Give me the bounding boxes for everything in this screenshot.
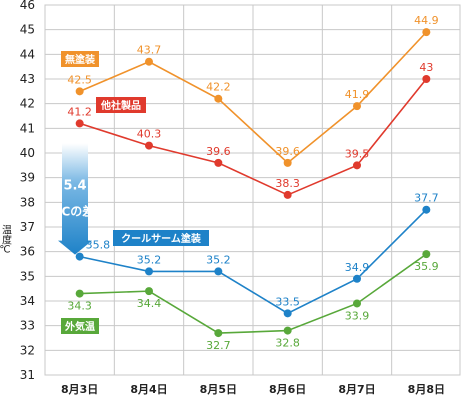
data-point xyxy=(283,309,292,318)
data-point xyxy=(422,75,431,83)
data-point xyxy=(145,141,153,150)
x-tick-label: 8月4日 xyxy=(130,383,167,396)
data-point xyxy=(145,287,153,296)
data-point xyxy=(353,274,361,283)
data-point xyxy=(422,205,431,214)
data-point xyxy=(214,158,223,167)
series-line-3 xyxy=(79,253,427,334)
series-layer xyxy=(75,28,431,338)
y-axis-label: 温度℃ xyxy=(0,224,12,255)
data-label: 39.6 xyxy=(275,145,300,158)
y-tick-label: 46 xyxy=(20,0,35,12)
data-label: 43 xyxy=(419,61,433,74)
series-tag-label: 他社製品 xyxy=(100,99,141,112)
data-point xyxy=(75,289,84,298)
data-point xyxy=(353,161,361,170)
data-label: 41.2 xyxy=(67,105,92,118)
data-point xyxy=(283,326,292,335)
data-label: 39.5 xyxy=(345,147,370,160)
data-label: 33.5 xyxy=(275,295,300,308)
series-tag-box xyxy=(61,51,99,67)
series-tag-label: 外気温 xyxy=(64,320,95,333)
x-tick-label: 8月8日 xyxy=(408,383,445,396)
data-label: 34.3 xyxy=(67,300,92,313)
series-line-0 xyxy=(79,31,427,164)
y-tick-label: 34 xyxy=(20,294,35,308)
data-label: 38.3 xyxy=(275,177,300,190)
difference-annotation: 5.4 ℃の差 xyxy=(56,143,95,255)
data-label: 37.7 xyxy=(414,192,439,205)
x-tick-label: 8月3日 xyxy=(61,383,98,396)
data-label: 35.8 xyxy=(86,239,111,252)
y-tick-label: 45 xyxy=(20,23,35,37)
y-tick-label: 42 xyxy=(20,97,35,111)
y-tick-label: 31 xyxy=(20,368,35,382)
series-tag-label: クールサーム塗装 xyxy=(121,232,201,245)
data-label: 34.4 xyxy=(137,297,162,310)
y-tick-label: 44 xyxy=(20,47,35,61)
y-tick-label: 43 xyxy=(20,72,35,86)
series-line-2 xyxy=(79,209,427,315)
y-tick-label: 33 xyxy=(20,319,35,333)
series-tag-box xyxy=(113,230,209,246)
grid xyxy=(44,4,461,376)
data-point xyxy=(283,158,292,167)
data-point xyxy=(214,94,223,103)
x-tick-label: 8月7日 xyxy=(338,383,375,396)
data-point xyxy=(422,28,431,37)
data-point xyxy=(75,87,84,96)
data-point xyxy=(145,57,153,66)
data-label: 42.2 xyxy=(206,81,231,94)
label-layer: 42.5 43.7 42.2 39.6 41.9 44.9 41.2 40.3 39.6 38.3… xyxy=(61,14,439,352)
y-tick-label: 37 xyxy=(20,220,35,234)
x-tick-label: 8月5日 xyxy=(200,383,237,396)
data-label: 35.2 xyxy=(137,253,162,266)
data-label: 43.7 xyxy=(137,44,162,57)
y-tick-label: 35 xyxy=(20,269,35,283)
data-label: 34.9 xyxy=(345,261,370,274)
y-tick-label: 36 xyxy=(20,245,35,259)
data-label: 33.9 xyxy=(345,309,370,322)
series-tag-box xyxy=(61,318,99,334)
y-tick-label: 40 xyxy=(20,146,35,160)
y-tick-label: 41 xyxy=(20,121,35,135)
data-label: 35.2 xyxy=(206,253,231,266)
data-label: 42.5 xyxy=(67,73,92,86)
data-label: 32.8 xyxy=(275,337,300,350)
data-point xyxy=(214,329,223,338)
axes: 31 32 33 34 35 36 37 38 39 40 41 42 43 44 45 46 8月3日 8月4日… xyxy=(0,0,445,396)
data-point xyxy=(75,252,84,261)
data-label: 39.6 xyxy=(206,145,231,158)
data-label: 41.9 xyxy=(345,88,370,101)
y-tick-label: 39 xyxy=(20,171,35,185)
difference-value: 5.4 xyxy=(63,178,86,193)
series-tag-label: 無塗装 xyxy=(65,53,95,66)
series-tag-box xyxy=(96,97,146,113)
data-point xyxy=(214,267,223,276)
data-point xyxy=(283,190,292,199)
data-point xyxy=(145,267,153,276)
data-point xyxy=(353,102,361,111)
data-label: 44.9 xyxy=(414,14,439,27)
data-point xyxy=(75,119,84,128)
data-label: 35.9 xyxy=(414,260,439,273)
data-label: 32.7 xyxy=(206,339,231,352)
y-tick-label: 32 xyxy=(20,343,35,357)
data-point xyxy=(422,250,431,259)
data-point xyxy=(353,299,361,308)
x-tick-label: 8月6日 xyxy=(269,383,306,396)
difference-arrow xyxy=(58,143,92,255)
difference-text: ℃の差 xyxy=(56,203,95,218)
y-tick-label: 38 xyxy=(20,195,35,209)
series-line-1 xyxy=(79,78,427,196)
data-label: 40.3 xyxy=(137,128,162,141)
